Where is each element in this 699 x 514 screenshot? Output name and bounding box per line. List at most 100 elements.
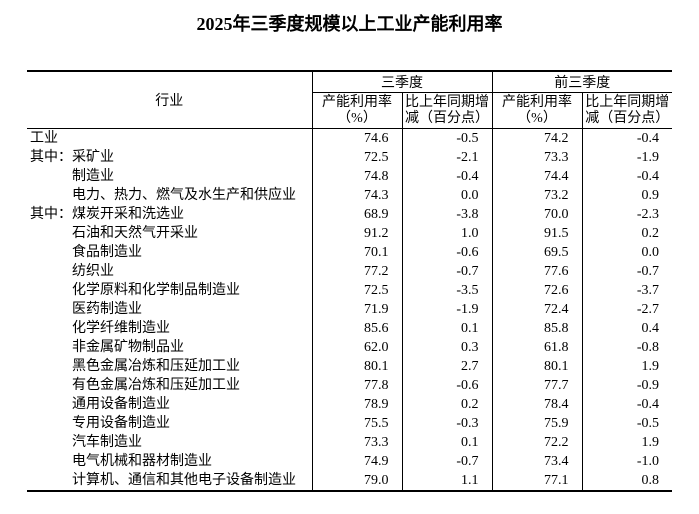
row-name: 化学纤维制造业 <box>72 321 170 336</box>
header-line-2: （%） <box>337 110 377 126</box>
value-cell: 77.1 <box>491 471 582 491</box>
table-row: 石油和天然气开采业 91.2 1.0 91.5 0.2 <box>27 224 672 243</box>
value-cell: 73.2 <box>491 186 582 205</box>
industry-cell: 汽车制造业 <box>27 433 312 452</box>
table-row: 医药制造业 71.9 -1.9 72.4 -2.7 <box>27 300 672 319</box>
industry-cell: 化学纤维制造业 <box>27 319 312 338</box>
value-cell: -3.5 <box>401 281 492 300</box>
value-cell: 77.2 <box>311 262 402 281</box>
industry-cell: 纺织业 <box>27 262 312 281</box>
table-row: 通用设备制造业 78.9 0.2 78.4 -0.4 <box>27 395 672 414</box>
table-row: 专用设备制造业 75.5 -0.3 75.9 -0.5 <box>27 414 672 433</box>
value-cell: 0.2 <box>581 224 672 243</box>
row-name: 纺织业 <box>72 264 114 279</box>
table-row: 纺织业 77.2 -0.7 77.6 -0.7 <box>27 262 672 281</box>
value-cell: 72.2 <box>491 433 582 452</box>
row-name: 化学原料和化学制品制造业 <box>72 283 240 298</box>
table-row: 食品制造业 70.1 -0.6 69.5 0.0 <box>27 243 672 262</box>
value-cell: 72.5 <box>311 281 402 300</box>
row-name: 采矿业 <box>72 150 114 165</box>
q3-rate-header: 产能利用率 （%） <box>311 92 402 129</box>
table-body: 工业 74.6 -0.5 74.2 -0.4 其中：采矿业 72.5 -2.1 … <box>27 128 672 491</box>
header-line-1: 比上年同期增 <box>405 94 489 110</box>
value-cell: 77.6 <box>491 262 582 281</box>
row-name: 专用设备制造业 <box>72 416 170 431</box>
value-cell: -0.5 <box>401 128 492 148</box>
value-cell: 0.4 <box>581 319 672 338</box>
value-cell: -0.7 <box>401 452 492 471</box>
row-name: 非金属矿物制品业 <box>72 340 184 355</box>
value-cell: 1.9 <box>581 433 672 452</box>
row-name: 石油和天然气开采业 <box>72 226 198 241</box>
value-cell: 75.5 <box>311 414 402 433</box>
industry-cell: 其中：煤炭开采和洗选业 <box>27 205 312 224</box>
page-title: 2025年三季度规模以上工业产能利用率 <box>196 14 503 34</box>
industry-cell: 通用设备制造业 <box>27 395 312 414</box>
value-cell: -0.3 <box>401 414 492 433</box>
value-cell: 74.4 <box>491 167 582 186</box>
header-line-1: 产能利用率 <box>322 94 392 110</box>
value-cell: 73.3 <box>491 148 582 167</box>
table-row: 电气机械和器材制造业 74.9 -0.7 73.4 -1.0 <box>27 452 672 471</box>
industry-cell: 有色金属冶炼和压延加工业 <box>27 376 312 395</box>
industry-column-header: 行业 <box>27 71 312 129</box>
row-name: 食品制造业 <box>72 245 142 260</box>
value-cell: 1.1 <box>401 471 492 491</box>
value-cell: 68.9 <box>311 205 402 224</box>
industry-cell: 专用设备制造业 <box>27 414 312 433</box>
value-cell: 0.3 <box>401 338 492 357</box>
header-line-2: （%） <box>517 110 557 126</box>
value-cell: 74.3 <box>311 186 402 205</box>
value-cell: -0.4 <box>581 167 672 186</box>
value-cell: -0.4 <box>581 128 672 148</box>
first3q-change-header: 比上年同期增 减（百分点） <box>581 92 672 129</box>
value-cell: 73.4 <box>491 452 582 471</box>
value-cell: 0.2 <box>401 395 492 414</box>
value-cell: -0.4 <box>581 395 672 414</box>
value-cell: 78.9 <box>311 395 402 414</box>
industry-cell: 制造业 <box>27 167 312 186</box>
industry-cell: 电气机械和器材制造业 <box>27 452 312 471</box>
value-cell: -0.5 <box>581 414 672 433</box>
value-cell: -0.7 <box>581 262 672 281</box>
industry-cell: 食品制造业 <box>27 243 312 262</box>
value-cell: 80.1 <box>311 357 402 376</box>
header-line-1: 产能利用率 <box>502 94 572 110</box>
value-cell: -0.7 <box>401 262 492 281</box>
value-cell: 77.8 <box>311 376 402 395</box>
header-row-subcolumns: 产能利用率 （%） 比上年同期增 减（百分点） 产能利用率 （%） 比上年同期增… <box>27 92 672 129</box>
row-name: 黑色金属冶炼和压延加工业 <box>72 359 240 374</box>
value-cell: 72.5 <box>311 148 402 167</box>
table-row: 计算机、通信和其他电子设备制造业 79.0 1.1 77.1 0.8 <box>27 471 672 491</box>
value-cell: -1.0 <box>581 452 672 471</box>
row-prefix: 其中： <box>30 207 72 222</box>
value-cell: -0.8 <box>581 338 672 357</box>
value-cell: 1.0 <box>401 224 492 243</box>
industry-cell: 非金属矿物制品业 <box>27 338 312 357</box>
table-row: 化学纤维制造业 85.6 0.1 85.8 0.4 <box>27 319 672 338</box>
value-cell: -3.7 <box>581 281 672 300</box>
value-cell: 70.0 <box>491 205 582 224</box>
value-cell: -1.9 <box>401 300 492 319</box>
industry-cell: 电力、热力、燃气及水生产和供应业 <box>27 186 312 205</box>
first-three-quarters-group-header: 前三季度 <box>491 71 672 93</box>
value-cell: -2.7 <box>581 300 672 319</box>
value-cell: -3.8 <box>401 205 492 224</box>
value-cell: 0.8 <box>581 471 672 491</box>
table-row: 汽车制造业 73.3 0.1 72.2 1.9 <box>27 433 672 452</box>
value-cell: 78.4 <box>491 395 582 414</box>
value-cell: 74.6 <box>311 128 402 148</box>
value-cell: -2.1 <box>401 148 492 167</box>
value-cell: -0.9 <box>581 376 672 395</box>
industry-cell: 黑色金属冶炼和压延加工业 <box>27 357 312 376</box>
value-cell: 73.3 <box>311 433 402 452</box>
table-row: 电力、热力、燃气及水生产和供应业 74.3 0.0 73.2 0.9 <box>27 186 672 205</box>
table-row: 黑色金属冶炼和压延加工业 80.1 2.7 80.1 1.9 <box>27 357 672 376</box>
value-cell: 75.9 <box>491 414 582 433</box>
value-cell: 70.1 <box>311 243 402 262</box>
value-cell: 91.5 <box>491 224 582 243</box>
row-name: 电气机械和器材制造业 <box>72 454 212 469</box>
value-cell: 74.9 <box>311 452 402 471</box>
industry-cell: 工业 <box>27 129 312 149</box>
